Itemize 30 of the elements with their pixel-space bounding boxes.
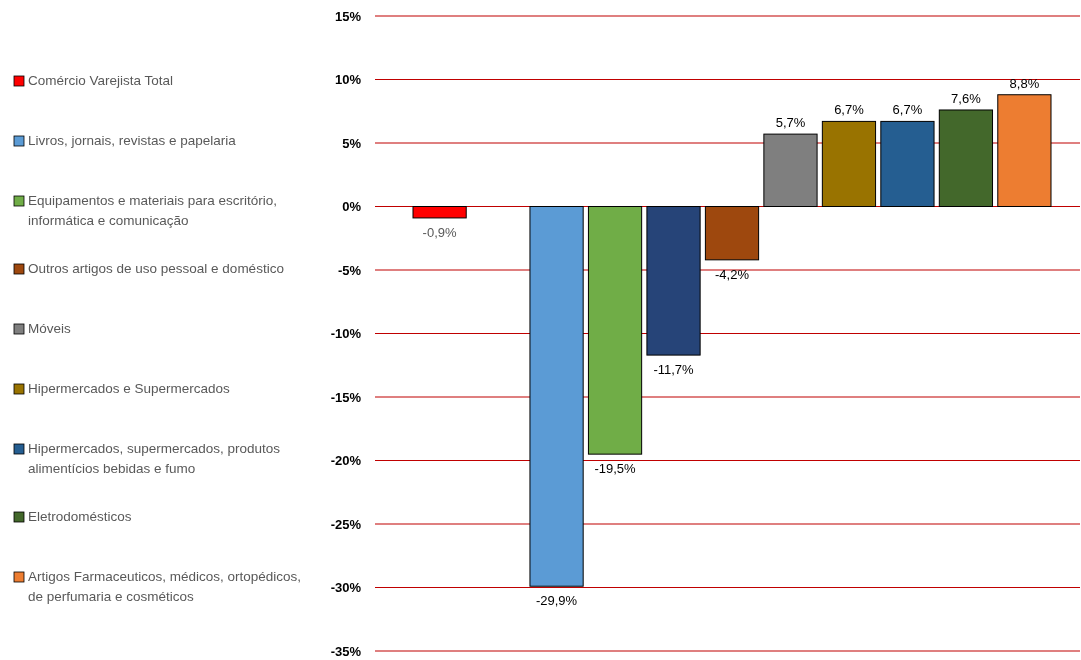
y-tick-label: 15% — [334, 8, 362, 24]
data-label: -29,9% — [535, 593, 578, 609]
legend-label: Móveis — [28, 321, 72, 336]
legend-label: Artigos Farmaceuticos, médicos, ortopédicos, de perfumaria e cosméticos — [28, 569, 302, 604]
data-label: 5,7% — [775, 115, 806, 131]
y-tick-label: -15% — [330, 389, 362, 405]
data-label: 7,6% — [951, 90, 982, 106]
data-label: -0,9% — [422, 224, 458, 240]
data-label: 8,8% — [1009, 75, 1040, 91]
data-label: -11,7% — [653, 362, 695, 378]
y-tick-label: 10% — [334, 72, 362, 88]
y-tick-label: 5% — [342, 135, 362, 151]
legend-label: Outros artigos de uso pessoal e doméstico — [28, 261, 284, 276]
y-tick-label: 0% — [342, 199, 362, 215]
legend-label: Eletrodomésticos — [28, 509, 132, 524]
data-label: -19,5% — [594, 461, 637, 477]
legend-label: Livros, jornais, revistas e papelaria — [28, 133, 237, 148]
data-label: -4,2% — [715, 266, 750, 282]
legend-label: Hipermercados, supermercados, produtos alimentícios bebidas e fumo — [28, 441, 281, 476]
legend-label: Equipamentos e materiais para escritório, informática e comunicação — [28, 193, 278, 228]
legend-label: Hipermercados e Supermercados — [28, 381, 231, 396]
y-tick-label: -5% — [337, 262, 362, 278]
y-tick-label: -30% — [330, 580, 362, 596]
y-tick-label: -10% — [330, 326, 362, 342]
legend-label: Comércio Varejista Total — [28, 73, 174, 88]
y-tick-label: -35% — [330, 643, 362, 659]
data-label: 6,7% — [892, 102, 923, 118]
y-tick-label: -20% — [330, 453, 362, 469]
data-label: 6,7% — [834, 102, 865, 118]
y-tick-label: -25% — [330, 516, 362, 532]
